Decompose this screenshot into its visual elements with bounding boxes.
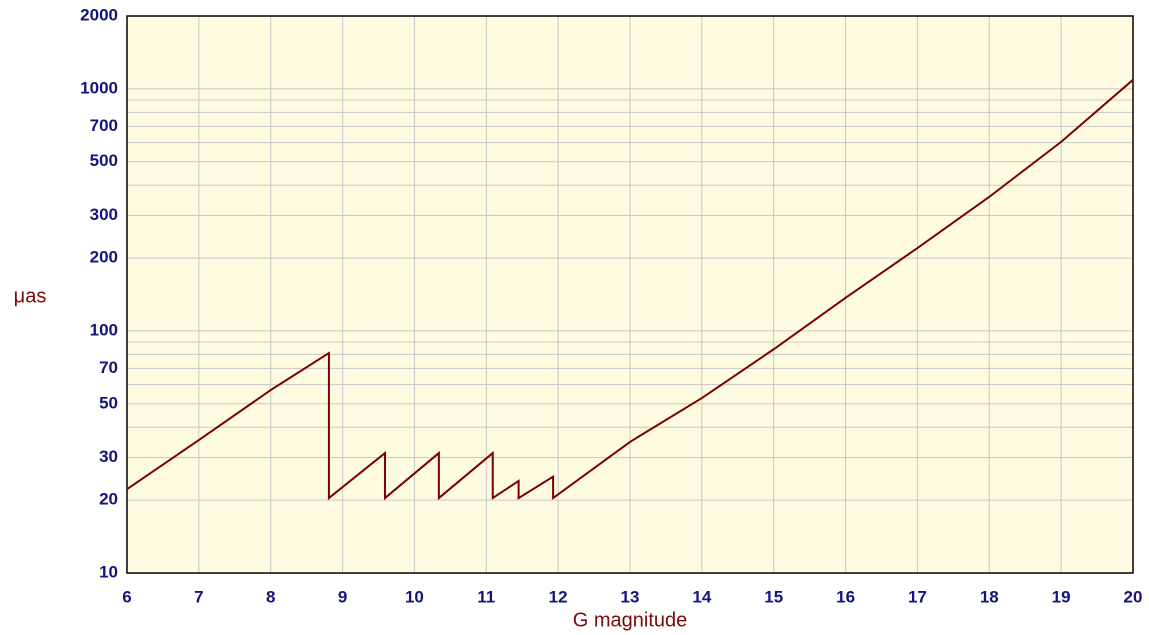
x-tick-label: 11 (477, 587, 495, 606)
x-tick-label: 20 (1124, 587, 1143, 606)
y-tick-label: 500 (90, 151, 118, 170)
y-tick-label: 30 (99, 447, 118, 466)
x-tick-label: 15 (764, 587, 783, 606)
x-tick-label: 13 (621, 587, 640, 606)
x-tick-label: 19 (1052, 587, 1071, 606)
y-tick-label: 300 (90, 205, 118, 224)
y-tick-label: 70 (99, 358, 118, 377)
x-tick-label: 18 (980, 587, 999, 606)
y-axis-label: μas (14, 285, 47, 307)
data-line (126, 79, 1134, 501)
x-axis-label: G magnitude (573, 609, 688, 631)
y-tick-label: 200 (90, 248, 118, 267)
x-tick-label: 14 (692, 587, 711, 606)
x-tick-label: 6 (122, 587, 131, 606)
plot-frame (126, 15, 1134, 574)
y-tick-label: 100 (90, 320, 118, 339)
y-tick-label: 20 (99, 490, 118, 509)
y-tick-label: 700 (90, 116, 118, 135)
y-tick-label: 1000 (80, 78, 118, 97)
x-tick-label: 8 (266, 587, 275, 606)
x-tick-label: 9 (338, 587, 347, 606)
x-tick-label: 12 (549, 587, 568, 606)
x-tick-label: 7 (194, 587, 203, 606)
y-tick-label: 10 (99, 562, 118, 581)
x-tick-label: 10 (405, 587, 424, 606)
y-tick-label: 50 (99, 393, 118, 412)
x-tick-label: 17 (908, 587, 927, 606)
x-tick-label: 16 (836, 587, 855, 606)
y-tick-label: 2000 (80, 5, 118, 24)
